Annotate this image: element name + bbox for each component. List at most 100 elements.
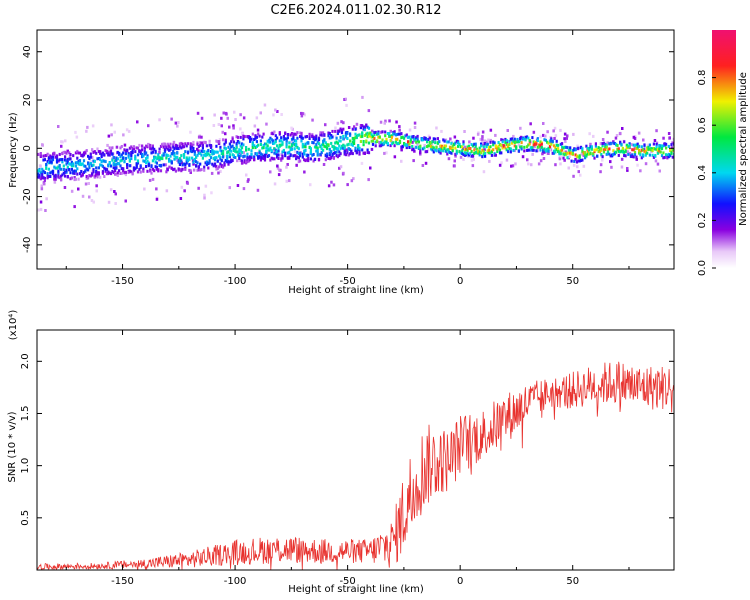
spectrogram-cell <box>506 129 509 132</box>
spectrogram-cell <box>457 144 460 148</box>
spectrogram-cell <box>619 140 622 144</box>
spectrogram-cell <box>267 148 271 152</box>
spectrogram-cell <box>623 154 626 157</box>
spectrogram-cell <box>317 136 321 140</box>
spectrogram-cell <box>288 155 291 159</box>
spectrogram-cell <box>242 151 245 154</box>
spectrogram-cell <box>529 147 533 151</box>
spectrogram-cell <box>185 161 188 165</box>
spectrogram-cell <box>236 150 240 154</box>
spectrogram-cell <box>672 137 674 141</box>
spectrogram-cell <box>628 152 632 155</box>
spectrogram-cell <box>200 153 203 157</box>
spectrogram-cell <box>213 163 217 167</box>
spectrogram-cell <box>334 146 337 150</box>
spectrogram-cell <box>176 151 179 155</box>
spectrogram-cell <box>334 151 337 155</box>
spectrogram-x-ticks: -150 -100 -50 0 50 <box>65 30 630 287</box>
spectrogram-cell <box>280 143 283 147</box>
spectrogram-cell <box>199 141 202 145</box>
spectrogram-cell <box>304 148 307 152</box>
spectrogram-cell <box>170 152 173 156</box>
spectrogram-cell <box>385 137 388 141</box>
spectrogram-cell <box>324 123 327 127</box>
spectrogram-cell <box>371 139 375 143</box>
spectrogram-cell <box>575 160 579 164</box>
spectrogram-cell <box>93 150 96 154</box>
spectrogram-cell <box>565 136 568 140</box>
spectrogram-cell <box>238 154 241 158</box>
spectrogram-cell <box>284 137 287 141</box>
spectrogram-cell <box>646 147 649 151</box>
spectrogram-cell <box>567 166 570 170</box>
spectrogram-cell <box>440 144 443 148</box>
spectrogram-cell <box>290 132 294 135</box>
spectrogram-cell <box>502 144 506 148</box>
spectrogram-cell <box>37 208 40 212</box>
spectrogram-cell <box>635 143 638 147</box>
spectrogram-cell <box>538 145 541 149</box>
spectrogram-cell <box>290 140 293 144</box>
spectrogram-cell <box>508 143 511 146</box>
spectrogram-cell <box>667 152 670 156</box>
spectrogram-cell <box>51 155 55 159</box>
spectrogram-cell <box>276 155 279 159</box>
spectrogram-cell <box>444 144 448 148</box>
spectrogram-cell <box>508 147 511 151</box>
spectrogram-cell <box>212 152 215 155</box>
spectrogram-cell <box>405 143 408 147</box>
spectrogram-cell <box>412 135 415 138</box>
spectrogram-cell <box>267 138 271 142</box>
spectrogram-cell <box>280 157 283 161</box>
y-tick-label: -40 <box>22 237 33 253</box>
spectrogram-cell <box>250 152 253 156</box>
spectrogram-cell <box>471 154 475 158</box>
chart-title: C2E6.2024.011.02.30.R12 <box>270 3 441 18</box>
spectrogram-cell <box>303 170 306 174</box>
spectrogram-cell <box>162 145 165 149</box>
spectrogram-cell <box>392 141 395 145</box>
spectrogram-cell <box>590 147 593 151</box>
spectrogram-cell <box>303 149 306 153</box>
spectrogram-cell <box>231 159 234 162</box>
spectrogram-cell <box>292 135 295 139</box>
spectrogram-cell <box>276 110 279 113</box>
spectrogram-cell <box>340 131 344 135</box>
colorbar-tick-label: 0.0 <box>697 260 708 276</box>
spectrogram-cell <box>663 155 666 159</box>
spectrogram-cell <box>347 142 350 146</box>
spectrogram-cell <box>172 149 175 153</box>
spectrogram-cell <box>601 158 604 162</box>
spectrogram-cell <box>82 153 86 157</box>
spectrogram-cell <box>517 149 520 153</box>
spectrogram-cell <box>132 166 136 170</box>
spectrogram-cell <box>263 142 267 146</box>
spectrogram-cell <box>281 142 284 146</box>
spectrogram-cell <box>454 154 457 158</box>
spectrogram-cell <box>500 138 503 142</box>
spectrogram-cell <box>101 151 104 155</box>
spectrogram-cell <box>159 144 163 148</box>
spectrogram-cell <box>489 128 493 132</box>
spectrogram-cell <box>157 169 160 173</box>
spectrogram-cell <box>153 169 156 173</box>
spectrogram-cell <box>416 134 419 138</box>
spectrogram-cell <box>662 156 665 160</box>
spectrogram-cell <box>660 154 664 158</box>
spectrogram-cell <box>336 141 339 145</box>
spectrogram-cell <box>273 147 276 151</box>
spectrogram-cell <box>419 151 422 155</box>
spectrogram-cell <box>319 133 322 137</box>
spectrogram-cell <box>572 174 575 178</box>
spectrogram-cell <box>466 148 469 152</box>
spectrogram-cell <box>104 160 107 164</box>
spectrogram-cell <box>474 142 477 146</box>
spectrogram-cell <box>361 148 364 152</box>
spectrogram-cell <box>76 172 79 176</box>
spectrogram-cell <box>235 142 238 146</box>
spectrogram-cell <box>87 176 90 180</box>
spectrogram-cell <box>101 164 104 168</box>
spectrogram-cell <box>316 151 319 155</box>
spectrogram-cell <box>112 166 115 170</box>
spectrogram-cell <box>96 147 99 151</box>
